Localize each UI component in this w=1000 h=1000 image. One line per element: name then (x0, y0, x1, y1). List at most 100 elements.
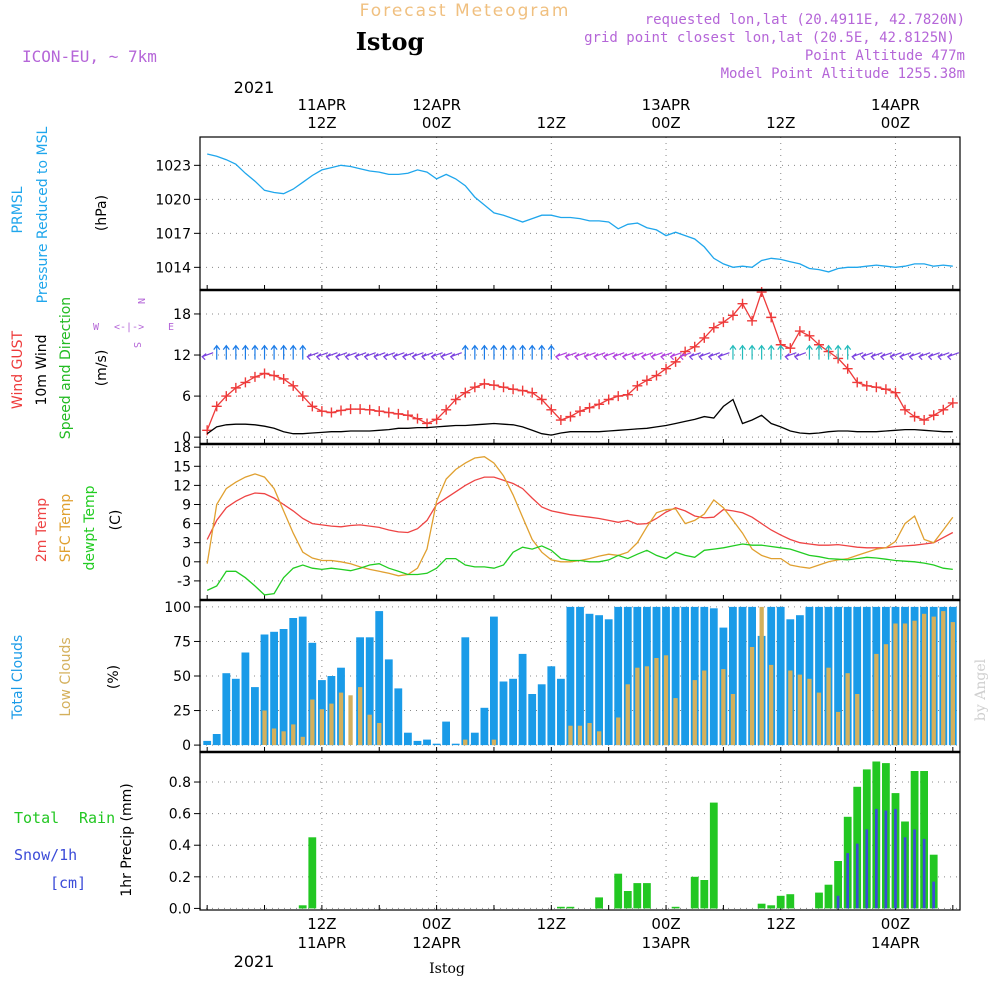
bar-total-clouds (585, 613, 594, 746)
total-rain-label-a: Total (14, 809, 59, 827)
bar-total-clouds (279, 629, 288, 746)
gust-point (747, 315, 758, 326)
sfc-temp-label: SFC Temp (58, 494, 74, 563)
bar-low-clouds (797, 674, 802, 746)
y-tick-label: 6 (182, 517, 191, 533)
y-tick-label: 0.6 (169, 807, 191, 823)
bar-total-clouds (203, 740, 212, 745)
series-line-prmsl (207, 153, 953, 273)
gust-point (613, 391, 624, 402)
compass-arrows: <-|-> (114, 322, 144, 333)
wind-direction-arrow (382, 352, 396, 361)
gust-point (450, 394, 461, 405)
bar-total-clouds (681, 606, 689, 746)
wind-direction-arrow (739, 344, 746, 360)
bar-total-rain (776, 895, 785, 909)
gust-point (852, 377, 863, 388)
gust-point (737, 298, 748, 309)
gust-point (622, 389, 633, 400)
gust-point (919, 415, 930, 426)
bar-total-clouds (375, 611, 384, 746)
gust-point (488, 380, 499, 391)
wind-direction-arrow (583, 352, 596, 361)
gust-point (230, 382, 241, 393)
wind-direction-arrow (669, 352, 682, 361)
bottom-date-label: 12APR (412, 934, 461, 952)
prmsl-label: PRMSL (10, 186, 26, 233)
bar-low-clouds (721, 669, 726, 746)
10m-wind-label: 10m Wind (34, 334, 50, 405)
y-tick-label: 6 (182, 389, 191, 405)
gust-point (307, 401, 318, 412)
gust-point (718, 317, 729, 328)
bar-total-clouds (776, 606, 785, 746)
bar-low-clouds (635, 667, 640, 746)
bar-low-clouds (577, 725, 583, 745)
bar-total-rain (623, 891, 632, 909)
wind-direction-arrow (899, 352, 912, 361)
product-title: Forecast Meteogram (360, 1, 571, 21)
gust-point (708, 322, 719, 333)
bar-total-rain (690, 876, 699, 909)
gust-point (689, 341, 700, 352)
bar-total-clouds (566, 606, 575, 746)
bar-total-rain (557, 906, 565, 909)
bar-total-clouds (251, 687, 259, 746)
gust-point (641, 375, 652, 386)
ms-unit-label: (m/s) (94, 350, 110, 387)
2m-temp-label: 2m Temp (34, 498, 50, 562)
gust-point (441, 404, 452, 415)
wind-direction-arrow (621, 352, 635, 361)
bar-low-clouds (377, 723, 382, 746)
total-clouds-label: Total Clouds (10, 635, 26, 720)
wind-direction-arrow (937, 352, 950, 361)
bar-total-clouds (709, 608, 718, 746)
wind-direction-arrow (471, 344, 479, 360)
wind-direction-arrow (879, 352, 893, 361)
wind-panel: 0 6 12 18 (173, 287, 961, 446)
bar-total-clouds (537, 684, 546, 746)
bar-snow-1h (894, 808, 897, 909)
gust-point (794, 326, 805, 337)
gust-point (249, 371, 260, 382)
wind-direction-arrow (280, 344, 288, 360)
bar-low-clouds (625, 684, 630, 746)
gust-point (355, 404, 366, 415)
bar-low-clouds (491, 739, 497, 746)
gust-point (871, 382, 882, 393)
wind-direction-arrow (251, 344, 259, 360)
bottom-hour-label: 00Z (881, 915, 910, 933)
y-tick-label: 12 (173, 478, 191, 494)
bar-total-clouds (365, 637, 374, 746)
compass-rose: N S W E <-|-> (93, 298, 174, 348)
wind-direction-arrow (344, 352, 357, 361)
gust-point (211, 401, 222, 412)
requested-coords: requested lon,lat (20.4911E, 42.7820N) (645, 12, 965, 28)
wind-direction-arrow (641, 352, 654, 361)
y-tick-label: -3 (177, 574, 191, 590)
gust-point (890, 387, 901, 398)
bar-total-clouds (499, 681, 508, 746)
bar-low-clouds (319, 709, 324, 746)
gust-point (336, 405, 347, 416)
wind-direction-arrow (411, 352, 424, 361)
gust-point (842, 363, 853, 374)
y-tick-label: 50 (173, 669, 191, 685)
bar-total-clouds (241, 652, 250, 746)
bar-low-clouds (941, 611, 946, 746)
top-hour-label: 00Z (881, 114, 910, 132)
gust-point (393, 408, 404, 419)
wind-direction-arrow (538, 344, 546, 360)
wind-direction-arrow (698, 352, 711, 361)
wind-direction-arrow (289, 344, 297, 360)
gust-point (766, 312, 777, 323)
wind-direction-arrow (574, 352, 587, 361)
model-name: ICON-EU, ~ 7km (22, 47, 157, 66)
wind-direction-arrow (844, 344, 852, 360)
bar-total-clouds (432, 743, 441, 746)
bar-snow-1h (913, 829, 916, 909)
precipitation-panel: 0.0 0.2 0.4 0.6 0.8 (169, 751, 961, 917)
gust-point (651, 370, 662, 381)
wind-direction-arrow (528, 344, 536, 360)
